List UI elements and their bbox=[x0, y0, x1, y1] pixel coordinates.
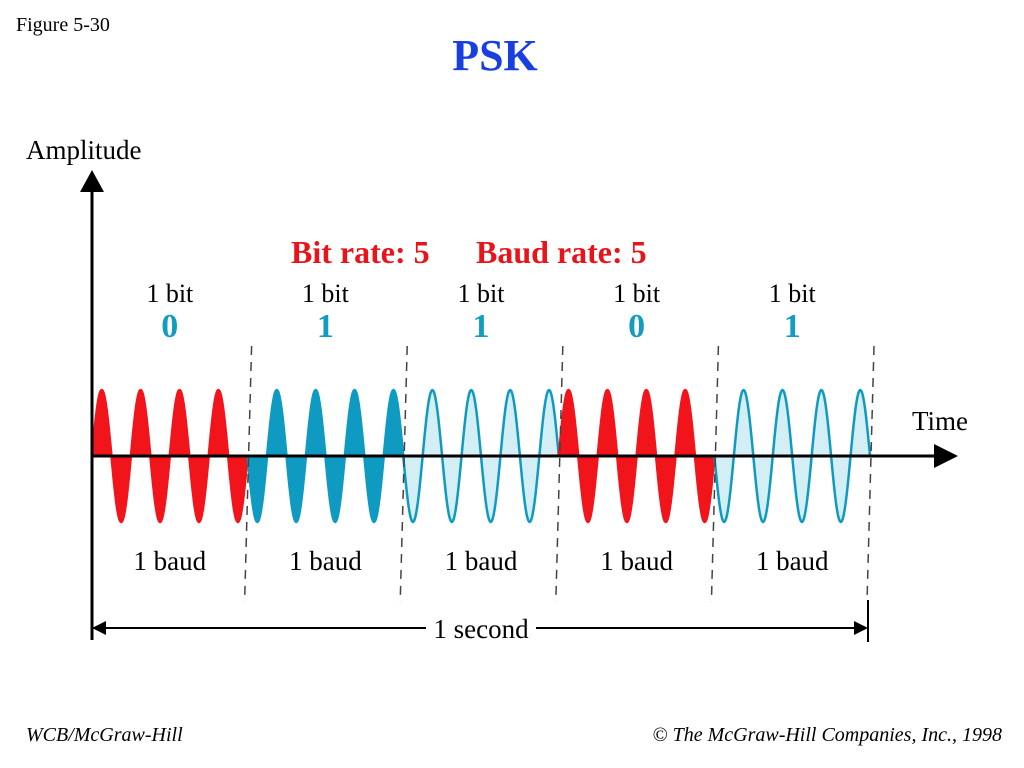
x-axis-arrow-icon bbox=[934, 444, 958, 468]
y-axis-arrow-icon bbox=[80, 170, 104, 192]
duration-label: 1 second bbox=[433, 614, 529, 644]
y-axis-label: Amplitude bbox=[26, 135, 142, 165]
bit-value-4: 0 bbox=[628, 308, 645, 345]
segment-dividers bbox=[243, 345, 875, 603]
bit-label-1: 1 bit bbox=[146, 279, 194, 308]
bit-value-1: 0 bbox=[161, 308, 178, 345]
footer-publisher: WCB/McGraw-Hill bbox=[26, 724, 183, 746]
bit-label-2: 1 bit bbox=[302, 279, 350, 308]
segment-divider-2 bbox=[399, 345, 408, 603]
segment-divider-5 bbox=[866, 345, 875, 603]
segment-divider-1 bbox=[243, 345, 253, 603]
footer-copyright: © The McGraw-Hill Companies, Inc., 1998 bbox=[652, 724, 1002, 746]
segment-divider-3 bbox=[555, 345, 564, 603]
baud-label-3: 1 baud bbox=[445, 546, 518, 576]
duration-arrow-left-icon bbox=[92, 621, 106, 635]
figure-label: Figure 5-30 bbox=[16, 14, 110, 36]
bit-value-2: 1 bbox=[317, 308, 334, 345]
bit-label-3: 1 bit bbox=[458, 279, 506, 308]
baud-label-1: 1 baud bbox=[133, 546, 206, 576]
bit-value-3: 1 bbox=[473, 308, 490, 345]
bit-value-5: 1 bbox=[784, 308, 801, 345]
bit-rate-label: Bit rate: 5 bbox=[291, 234, 430, 270]
bit-label-5: 1 bit bbox=[769, 279, 817, 308]
page-title: PSK bbox=[452, 31, 538, 80]
duration-arrow-right-icon bbox=[854, 621, 868, 635]
baud-rate-label: Baud rate: 5 bbox=[476, 234, 647, 270]
baud-label-5: 1 baud bbox=[756, 546, 829, 576]
x-axis-label: Time bbox=[912, 406, 968, 436]
bit-label-4: 1 bit bbox=[613, 279, 661, 308]
baud-label-2: 1 baud bbox=[289, 546, 362, 576]
segment-divider-4 bbox=[710, 345, 720, 603]
baud-label-4: 1 baud bbox=[600, 546, 673, 576]
